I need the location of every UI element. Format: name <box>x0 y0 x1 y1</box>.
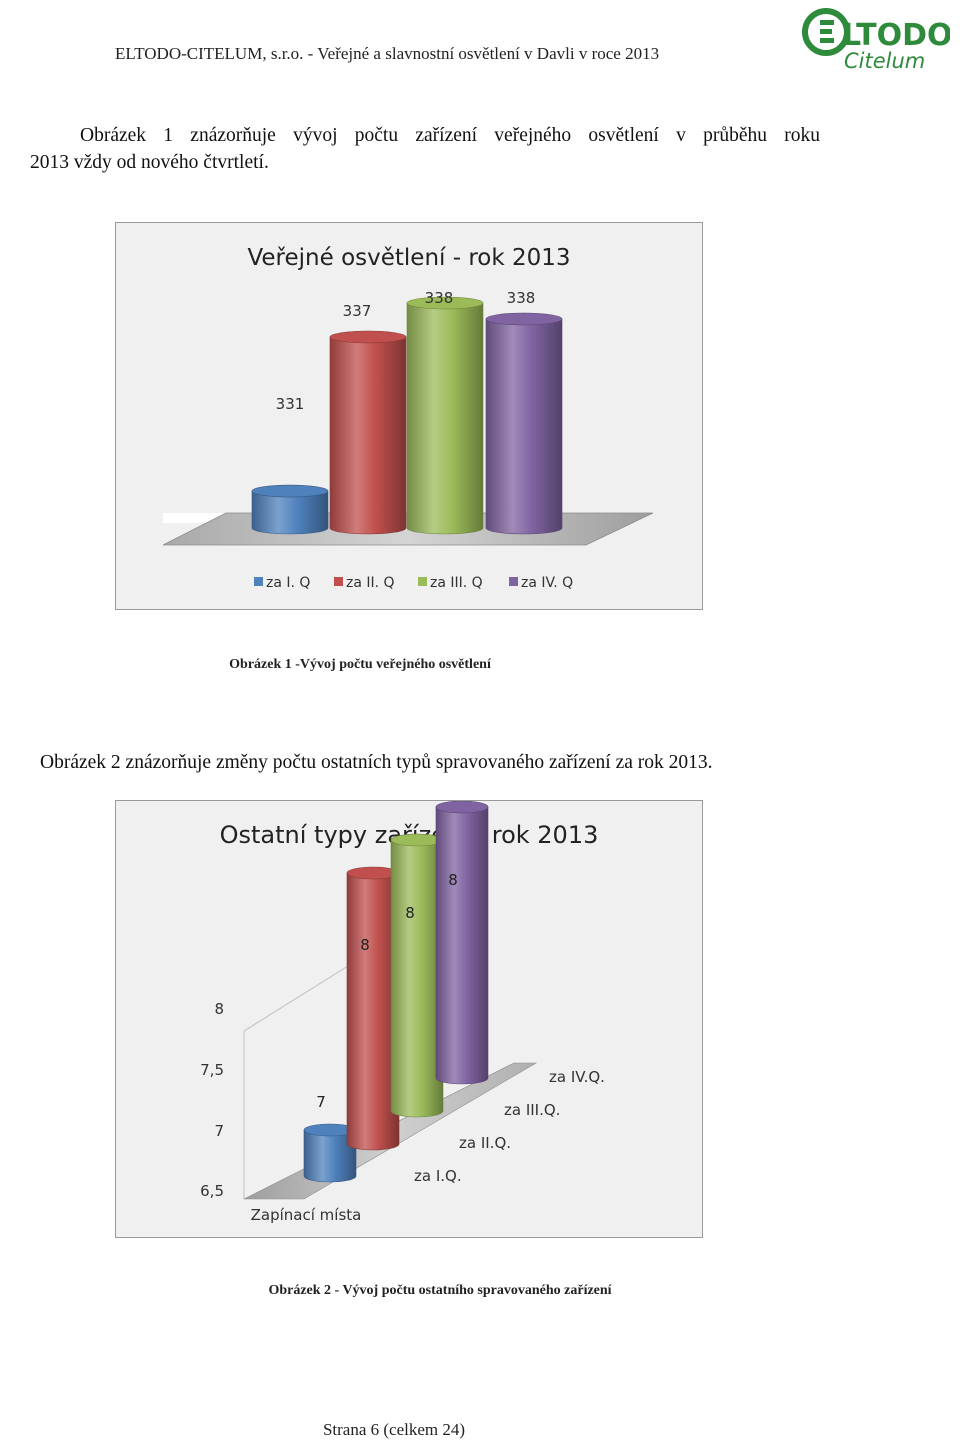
chart1-bar-4 <box>485 318 563 535</box>
chart2-series-label-2: za II.Q. <box>459 1134 511 1152</box>
chart-public-lighting-svg: Veřejné osvětlení - rok 2013 331 337 338 338… <box>162 245 654 591</box>
chart2-bar-2 <box>346 872 400 1151</box>
chart1-bar-3 <box>406 302 484 535</box>
chart1-legend-swatch-3 <box>418 577 427 586</box>
chart2-bar-3 <box>390 839 444 1118</box>
chart1-data-label-1: 331 <box>276 395 305 413</box>
chart1-data-label-2: 337 <box>343 302 372 320</box>
chart2-bar-3-top <box>390 833 444 847</box>
chart1-bar-1 <box>251 490 329 535</box>
page-footer: Strana 6 (celkem 24) <box>322 1420 466 1439</box>
chart2-y-tick-1: 6,5 <box>200 1182 224 1200</box>
chart1-bar-3-top <box>406 296 484 310</box>
chart1-legend-swatch-2 <box>334 577 343 586</box>
chart1-bar-2 <box>329 336 407 535</box>
chart2-bar-4 <box>435 806 489 1085</box>
chart1-data-label-3: 338 <box>425 289 454 307</box>
chart2-series-label-4: za IV.Q. <box>549 1068 605 1086</box>
paragraph-2: Obrázek 2 znázorňuje změny počtu ostatní… <box>40 752 713 773</box>
chart1-legend-label-2: za II. Q <box>346 575 395 591</box>
chart1-legend-label-1: za I. Q <box>266 575 310 591</box>
chart1-bar-2-top <box>329 330 407 344</box>
chart1-legend-swatch-1 <box>254 577 263 586</box>
chart-other-devices-svg: Ostatní typy zařízení - rok 20136,577,58… <box>200 800 605 1224</box>
chart1-title: Veřejné osvětlení - rok 2013 <box>247 245 570 271</box>
chart-public-lighting: Veřejné osvětlení - rok 2013 331 337 338 338… <box>115 222 703 610</box>
header-title: ELTODO-CITELUM, s.r.o. - Veřejné a slavn… <box>115 44 660 63</box>
chart2-y-tick-3: 7,5 <box>200 1061 224 1079</box>
intro-paragraph: Obrázek 1 znázorňuje vývoj počtu zařízen… <box>30 122 820 176</box>
chart2-data-label-4: 8 <box>448 871 458 889</box>
logo-wordmark: LTODO <box>842 18 950 53</box>
chart2-data-label-2: 8 <box>360 936 370 954</box>
logo-ring-icon <box>802 8 850 56</box>
chart1-bar-4-top <box>485 312 563 326</box>
chart2-back-wall-top <box>243 955 365 1032</box>
intro-line-2: 2013 vždy od nového čtvrtletí. <box>30 152 269 173</box>
chart1-bar-1-top <box>251 484 329 498</box>
chart2-y-tick-4: 8 <box>214 1000 224 1018</box>
chart1-legend-swatch-4 <box>509 577 518 586</box>
chart1-data-label-4: 338 <box>507 289 536 307</box>
chart2-series-label-1: za I.Q. <box>414 1167 462 1185</box>
chart-other-devices: Ostatní typy zařízení - rok 20136,577,58… <box>115 800 703 1238</box>
intro-line-1: Obrázek 1 znázorňuje vývoj počtu zařízen… <box>80 125 820 146</box>
figure1-caption: Obrázek 1 -Vývoj počtu veřejného osvětle… <box>229 657 491 672</box>
chart2-data-label-3: 8 <box>405 904 415 922</box>
chart2-y-tick-2: 7 <box>214 1122 224 1140</box>
chart1-legend-label-4: za IV. Q <box>521 575 573 591</box>
logo-subtitle: Citelum <box>844 49 925 72</box>
figure2-caption: Obrázek 2 - Vývoj počtu ostatního spravo… <box>268 1283 612 1298</box>
chart1-legend-label-3: za III. Q <box>430 575 483 591</box>
chart2-bar-1 <box>303 1129 357 1183</box>
chart2-series-label-3: za III.Q. <box>504 1101 560 1119</box>
chart2-data-label-1: 7 <box>316 1093 326 1111</box>
eltodo-logo: LTODO Citelum <box>802 8 950 72</box>
chart2-bar-4-top <box>435 800 489 814</box>
chart2-category-label: Zapínací místa <box>251 1206 362 1224</box>
